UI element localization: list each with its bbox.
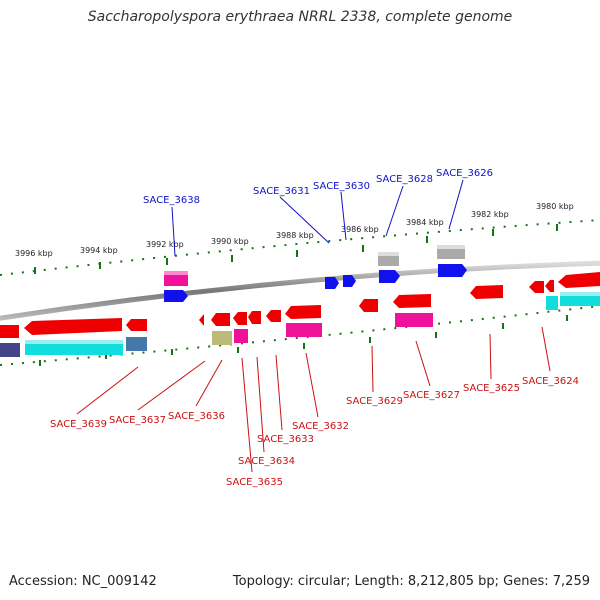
gene-feature-sace-3624[interactable] [529, 281, 544, 293]
scale-label: 3994 kbp [80, 246, 118, 255]
scale-label: 3992 kbp [146, 240, 184, 249]
scale-label: 3990 kbp [211, 237, 249, 246]
scale-label: 3984 kbp [406, 218, 444, 227]
bottom-label-leaders [76, 326, 551, 473]
lower-scale-ruler [0, 305, 600, 366]
gene-label-sace-3627[interactable]: SACE_3627 [403, 390, 460, 401]
gene-feature-blue-arrow[interactable] [164, 290, 188, 302]
gene-feature-cyan-rna-shade [25, 340, 123, 344]
gene-feature-sace-3637[interactable] [126, 319, 147, 331]
scale-label: 3980 kbp [536, 202, 574, 211]
gene-feature-sace-3633[interactable] [248, 311, 261, 324]
gene-feature-sace-3624-small[interactable] [545, 280, 554, 292]
gene-feature-sace-3627[interactable] [393, 294, 431, 308]
gene-label-sace-3629[interactable]: SACE_3629 [346, 396, 403, 407]
gene-feature-steel[interactable] [126, 337, 147, 351]
scale-label: 3986 kbp [341, 225, 379, 234]
gene-feature-sace-3630[interactable] [343, 275, 356, 287]
gene-feature-sace-3639-part[interactable] [0, 325, 19, 338]
upper-scale-major-ticks [34, 224, 558, 274]
accession-text: Accession: NC_009142 [9, 574, 157, 589]
gene-feature-right-cyan-shade [560, 292, 600, 296]
gene-feature-sace-3627-magenta[interactable] [395, 313, 433, 327]
gene-feature-sace-3632[interactable] [285, 305, 321, 319]
gene-feature-sace-3628-gray-shade [378, 252, 399, 256]
map-title: Saccharopolyspora erythraea NRRL 2338, c… [87, 9, 513, 25]
gene-feature-right-cyan[interactable] [546, 296, 558, 310]
scale-label: 3996 kbp [15, 249, 53, 258]
gene-feature-sace-3632-small[interactable] [266, 310, 281, 322]
gene-label-sace-3637[interactable]: SACE_3637 [109, 415, 166, 426]
gene-label-sace-3630[interactable]: SACE_3630 [313, 181, 370, 192]
gene-label-sace-3626[interactable]: SACE_3626 [436, 168, 493, 179]
top-label-leaders [171, 179, 464, 257]
gene-label-sace-3639[interactable]: SACE_3639 [50, 419, 107, 430]
gene-label-sace-3628[interactable]: SACE_3628 [376, 174, 433, 185]
gene-label-sace-3631[interactable]: SACE_3631 [253, 186, 310, 197]
gene-feature-olive[interactable] [212, 331, 232, 345]
gene-feature-right-red[interactable] [558, 272, 600, 288]
chromosome-backbone [0, 260, 600, 321]
gene-feature-sace-3632-magenta[interactable] [286, 323, 322, 337]
gene-feature-sace-3636[interactable] [211, 313, 230, 326]
gene-label-sace-3624[interactable]: SACE_3624 [522, 376, 579, 387]
gene-label-sace-3634[interactable]: SACE_3634 [238, 456, 295, 467]
gene-feature-sace-3636-small[interactable] [199, 314, 204, 326]
gene-label-sace-3632[interactable]: SACE_3632 [292, 421, 349, 432]
gene-label-sace-3638[interactable]: SACE_3638 [143, 195, 200, 206]
scale-label: 3988 kbp [276, 231, 314, 240]
gene-feature-sace-3628[interactable] [379, 270, 400, 283]
gene-label-sace-3636[interactable]: SACE_3636 [168, 411, 225, 422]
gene-label-sace-3625[interactable]: SACE_3625 [463, 383, 520, 394]
scale-label: 3982 kbp [471, 210, 509, 219]
gene-feature-sace-3639[interactable] [24, 318, 122, 335]
gene-feature-sace-3635[interactable] [233, 312, 247, 325]
gene-feature-sace-3638-shade [164, 271, 188, 275]
topology-text: Topology: circular; Length: 8,212,805 bp… [232, 574, 590, 589]
gene-label-sace-3633[interactable]: SACE_3633 [257, 434, 314, 445]
gene-feature-navy[interactable] [0, 343, 20, 357]
gene-feature-sace-3626-gray-shade [437, 245, 465, 249]
gene-feature-sace-3625[interactable] [470, 285, 503, 299]
gene-feature-sace-3629[interactable] [359, 299, 378, 312]
gene-feature-sace-3631[interactable] [325, 277, 339, 289]
gene-label-sace-3635[interactable]: SACE_3635 [226, 477, 283, 488]
gene-feature-sace-3626[interactable] [438, 264, 467, 277]
gene-feature-sace-3634[interactable] [234, 329, 248, 343]
upper-scale-ruler [0, 219, 600, 276]
